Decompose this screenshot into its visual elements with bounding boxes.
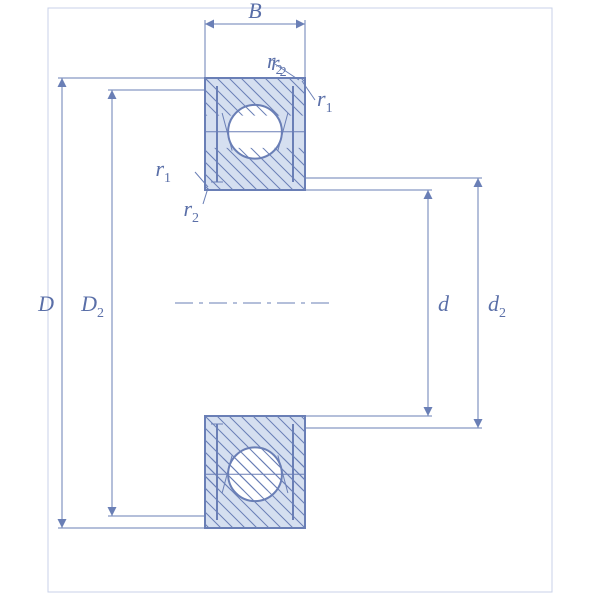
label-D: D [37,291,54,316]
label-B: B [248,0,261,23]
bearing-diagram: BDD2dd2r2r1r2r1r2 [0,0,600,600]
label-d: d [438,291,450,316]
